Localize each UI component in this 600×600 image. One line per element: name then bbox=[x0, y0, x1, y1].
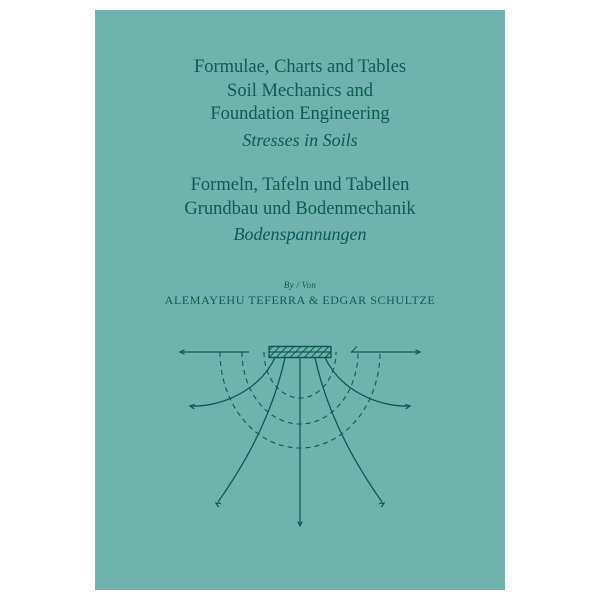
subtitle-de: Bodenspannungen bbox=[184, 223, 415, 246]
byline: By / Von bbox=[284, 280, 316, 290]
title-en-line2: Soil Mechanics and bbox=[194, 80, 406, 104]
title-german: Formeln, Tafeln und Tabellen Grundbau un… bbox=[184, 174, 415, 246]
title-de-line1: Formeln, Tafeln und Tabellen bbox=[184, 174, 415, 198]
title-en-line1: Formulae, Charts and Tables bbox=[194, 56, 406, 80]
title-en-line3: Foundation Engineering bbox=[194, 103, 406, 127]
title-english: Formulae, Charts and Tables Soil Mechani… bbox=[194, 56, 406, 152]
authors: ALEMAYEHU TEFERRA & EDGAR SCHULTZE bbox=[165, 293, 436, 308]
subtitle-en: Stresses in Soils bbox=[194, 129, 406, 152]
stress-bulb-diagram bbox=[170, 334, 430, 534]
title-de-line2: Grundbau und Bodenmechanik bbox=[184, 198, 415, 222]
book-cover: Formulae, Charts and Tables Soil Mechani… bbox=[95, 10, 505, 590]
